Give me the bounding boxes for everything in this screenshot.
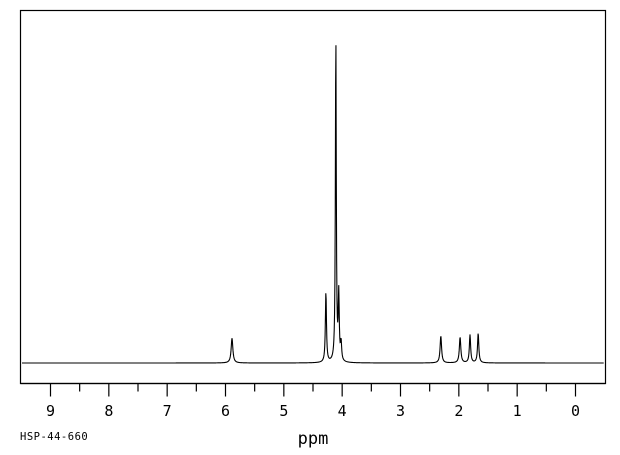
axis-tick-label: 4 bbox=[338, 402, 347, 420]
axis-tick-label: 0 bbox=[571, 402, 580, 420]
axis-tick-label: 1 bbox=[513, 402, 522, 420]
axis-tick-group bbox=[20, 382, 606, 397]
axis-tick-label-group: 9 8 7 6 5 4 3 2 1 0 bbox=[46, 402, 580, 420]
spectrum-trace bbox=[22, 45, 604, 364]
axis-tick-label: 2 bbox=[454, 402, 463, 420]
axis-tick-label: 5 bbox=[279, 402, 288, 420]
axis-title: ppm bbox=[298, 429, 329, 449]
axis-tick-label: 8 bbox=[104, 402, 113, 420]
axis-tick-label: 6 bbox=[221, 402, 230, 420]
axis-tick-label: 7 bbox=[163, 402, 172, 420]
axis-tick-label: 9 bbox=[46, 402, 55, 420]
axis-tick-label: 3 bbox=[396, 402, 405, 420]
sample-label: HSP-44-660 bbox=[20, 431, 89, 443]
